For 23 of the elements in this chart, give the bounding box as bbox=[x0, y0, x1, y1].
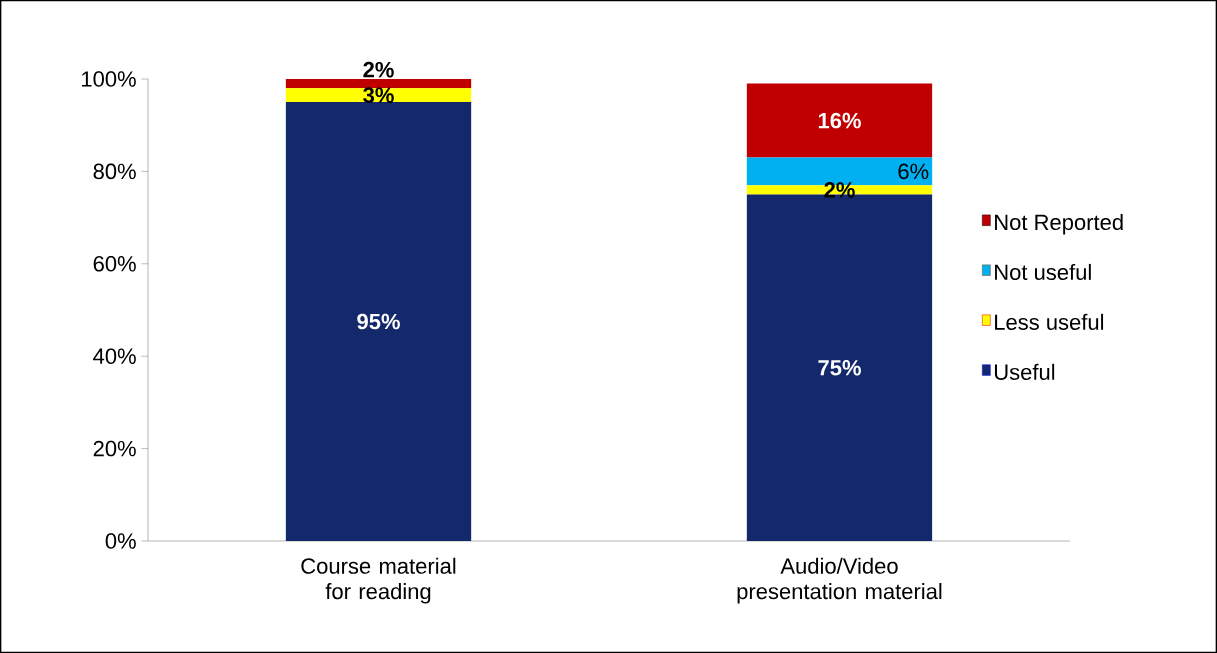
bar bbox=[285, 78, 472, 89]
y-tick-label: 0% bbox=[105, 533, 136, 549]
x-tick-label: Audio/Video presentation material bbox=[737, 557, 942, 604]
bar bbox=[285, 102, 472, 541]
data-label: 95% bbox=[357, 313, 400, 330]
legend-label: Not useful bbox=[995, 263, 1091, 281]
y-tick-label: 100% bbox=[82, 71, 136, 87]
legend-label: Useful bbox=[994, 363, 1055, 380]
data-label: 3% bbox=[363, 87, 394, 103]
data-label: 6% bbox=[898, 163, 929, 180]
y-tick-label: 20% bbox=[93, 440, 136, 457]
data-label: 2% bbox=[824, 182, 855, 198]
y-tick-label: 80% bbox=[93, 163, 136, 180]
y-tick-label: 40% bbox=[93, 348, 136, 364]
y-tick-label: 60% bbox=[93, 255, 136, 272]
x-tick-label: Course material for reading bbox=[301, 557, 456, 604]
data-label: 16% bbox=[818, 112, 861, 129]
data-label: 75% bbox=[818, 359, 861, 376]
bar bbox=[285, 88, 472, 103]
data-label: 2% bbox=[363, 61, 394, 78]
bar bbox=[746, 83, 933, 158]
legend-label: Less useful bbox=[995, 313, 1104, 330]
legend-label: Not Reported bbox=[995, 213, 1123, 235]
